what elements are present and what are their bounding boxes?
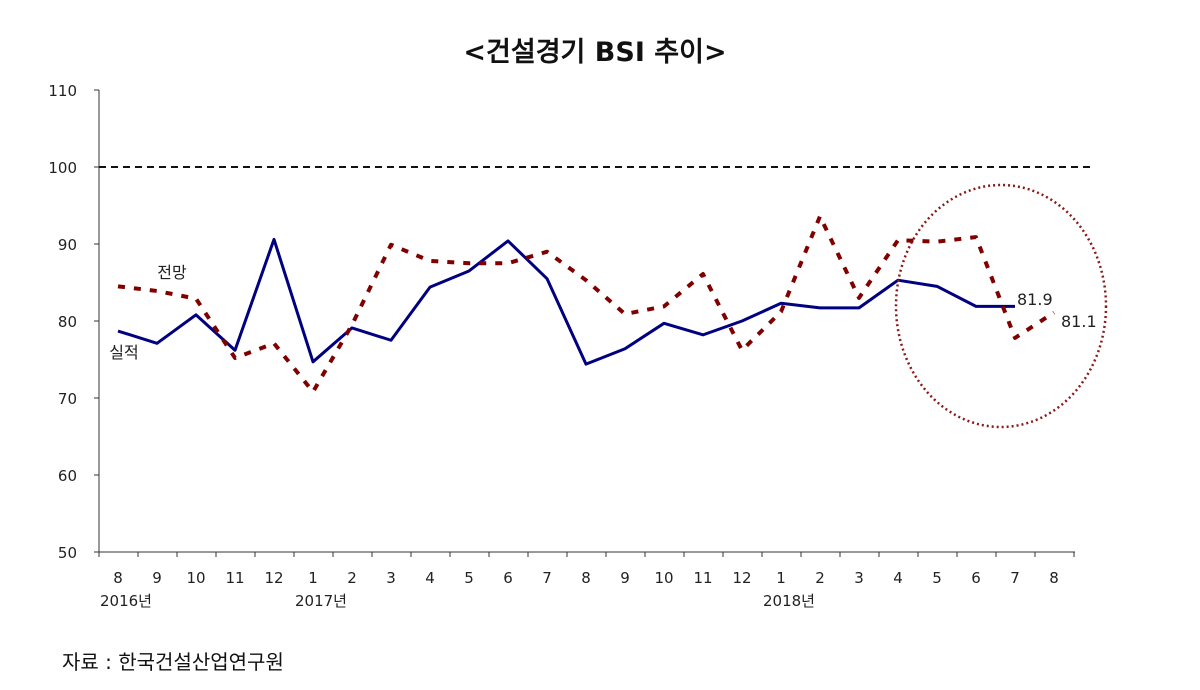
highlight-circle bbox=[894, 183, 1108, 429]
x-tick-label: 1 bbox=[308, 569, 318, 587]
x-tick-label: 8 bbox=[581, 569, 591, 587]
x-tick-label: 12 bbox=[732, 569, 751, 587]
y-tick-label: 110 bbox=[48, 82, 77, 100]
x-tick-label: 7 bbox=[1010, 569, 1020, 587]
y-tick-label: 70 bbox=[58, 390, 77, 408]
series-label-actual: 실적 bbox=[109, 343, 138, 362]
x-tick-label: 1 bbox=[776, 569, 786, 587]
x-tick-label: 10 bbox=[186, 569, 205, 587]
y-tick-label: 100 bbox=[48, 159, 77, 177]
x-tick-label: 2 bbox=[347, 569, 357, 587]
y-tick-label: 80 bbox=[58, 313, 77, 331]
x-tick-label: 9 bbox=[152, 569, 162, 587]
x-tick-label: 12 bbox=[264, 569, 283, 587]
x-tick-label: 2 bbox=[815, 569, 825, 587]
year-label: 2018년 bbox=[763, 592, 815, 610]
series-line-actual bbox=[117, 237, 1015, 366]
year-label: 2017년 bbox=[295, 592, 347, 610]
x-tick-label: 6 bbox=[971, 569, 981, 587]
x-tick-label: 8 bbox=[1049, 569, 1059, 587]
end-label-forecast: 81.1 bbox=[1061, 312, 1097, 331]
series-label-forecast: 전망 bbox=[157, 263, 187, 282]
x-tick-label: 5 bbox=[464, 569, 474, 587]
series-line-forecast bbox=[117, 214, 1056, 394]
x-tick-label: 11 bbox=[693, 569, 712, 587]
end-label-actual: 81.9 bbox=[1017, 290, 1053, 309]
x-tick-label: 5 bbox=[932, 569, 942, 587]
x-tick-label: 9 bbox=[620, 569, 630, 587]
x-tick-label: 4 bbox=[893, 569, 903, 587]
x-tick-label: 11 bbox=[225, 569, 244, 587]
y-tick-label: 60 bbox=[58, 467, 77, 485]
x-tick-label: 6 bbox=[503, 569, 513, 587]
chart-title: <건설경기 BSI 추이> bbox=[463, 37, 727, 68]
y-tick-label: 50 bbox=[58, 544, 77, 562]
x-tick-label: 10 bbox=[654, 569, 673, 587]
y-tick-label: 90 bbox=[58, 236, 77, 254]
x-tick-label: 8 bbox=[113, 569, 123, 587]
x-tick-label: 4 bbox=[425, 569, 435, 587]
x-tick-label: 3 bbox=[386, 569, 396, 587]
x-tick-label: 7 bbox=[542, 569, 552, 587]
x-tick-label: 3 bbox=[854, 569, 864, 587]
source-note: 자료 : 한국건설산업연구원 bbox=[62, 650, 284, 674]
year-label: 2016년 bbox=[100, 592, 152, 610]
